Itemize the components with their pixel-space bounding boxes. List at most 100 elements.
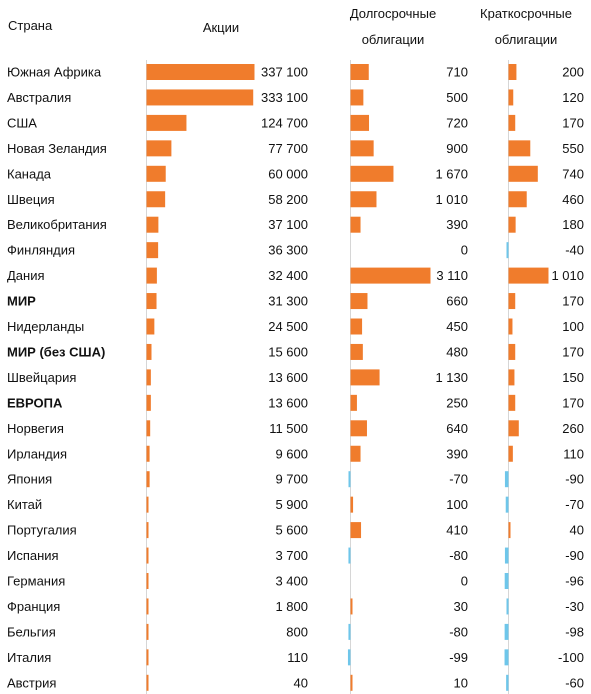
bar-long (350, 369, 380, 386)
country-label: Нидерланды (7, 319, 84, 334)
country-label: Китай (7, 497, 42, 512)
bar-stocks (146, 623, 149, 640)
value-label-long: 250 (446, 395, 468, 410)
value-label-stocks: 13 600 (268, 370, 308, 385)
bar-long (350, 522, 362, 539)
country-label: Бельгия (7, 624, 56, 639)
bar-short (504, 649, 509, 666)
bar-short (508, 64, 517, 80)
value-label-short: -60 (565, 675, 584, 690)
header-short-bonds-line1: Краткосрочные (480, 6, 572, 21)
bar-long (350, 191, 377, 208)
country-label: США (7, 115, 37, 130)
bar-short (506, 242, 509, 259)
value-label-stocks: 24 500 (268, 319, 308, 334)
country-label: Великобритания (7, 217, 107, 232)
header-short-bonds-line2: облигации (494, 32, 558, 47)
value-label-short: -96 (565, 574, 584, 589)
country-label: Южная Африка (7, 65, 102, 80)
value-label-short: -100 (558, 650, 584, 665)
value-label-stocks: 5 900 (275, 497, 308, 512)
bar-long (350, 293, 368, 310)
bar-short (508, 420, 519, 437)
header-stocks: Акции (202, 20, 240, 35)
value-label-long: -80 (449, 624, 468, 639)
bar-stocks (146, 89, 254, 106)
bar-stocks (146, 267, 157, 284)
bar-stocks (146, 649, 149, 666)
country-label: Швейцария (7, 370, 76, 385)
bar-stocks (146, 242, 159, 259)
value-label-stocks: 13 600 (268, 395, 308, 410)
bar-long (348, 547, 351, 564)
bar-long (350, 674, 353, 691)
bar-stocks (146, 216, 159, 233)
bar-long (350, 267, 431, 284)
value-label-stocks: 124 700 (261, 115, 308, 130)
bar-stocks (146, 191, 166, 208)
bar-stocks (146, 471, 150, 488)
bar-stocks (146, 318, 155, 335)
bar-short (506, 674, 509, 691)
country-label: Ирландия (7, 446, 67, 461)
country-label: Португалия (7, 523, 77, 538)
bar-long (350, 165, 394, 182)
country-label: Норвегия (7, 421, 64, 436)
value-label-stocks: 337 100 (261, 65, 308, 80)
value-label-stocks: 31 300 (268, 294, 308, 309)
value-label-stocks: 5 600 (275, 523, 308, 538)
bar-stocks (146, 114, 187, 131)
value-label-long: 390 (446, 217, 468, 232)
country-label: Новая Зеландия (7, 141, 107, 156)
value-label-stocks: 58 200 (268, 192, 308, 207)
bar-long (350, 445, 361, 462)
bar-short (508, 343, 516, 360)
value-label-long: -80 (449, 548, 468, 563)
value-label-short: 740 (562, 166, 584, 181)
bar-long (347, 649, 351, 666)
value-label-short: -98 (565, 624, 584, 639)
value-label-stocks: 36 300 (268, 243, 308, 258)
value-label-stocks: 11 500 (269, 421, 308, 436)
bar-stocks (146, 165, 166, 182)
bar-short (508, 318, 513, 335)
bar-short (508, 522, 511, 539)
bar-long (350, 394, 357, 411)
bar-long (350, 343, 363, 360)
country-label: Франция (7, 599, 60, 614)
value-label-stocks: 3 700 (275, 548, 308, 563)
bar-stocks (146, 420, 151, 437)
header-long-bonds-line1: Долгосрочные (349, 6, 437, 21)
bar-short (508, 369, 515, 386)
bar-short (505, 496, 509, 513)
value-label-long: 720 (446, 115, 468, 130)
value-label-long: 410 (446, 523, 468, 538)
bar-long (350, 420, 367, 437)
country-label: Австрия (7, 675, 56, 690)
bar-stocks (146, 140, 172, 157)
value-label-long: 390 (446, 446, 468, 461)
country-label: Австралия (7, 90, 71, 105)
value-label-stocks: 9 600 (275, 446, 308, 461)
value-label-stocks: 40 (294, 675, 308, 690)
value-label-long: 0 (461, 243, 468, 258)
value-label-long: 640 (446, 421, 468, 436)
value-label-long: 1 010 (435, 192, 468, 207)
country-label: МИР (7, 294, 36, 309)
value-label-short: -40 (565, 243, 584, 258)
country-label: Дания (7, 268, 45, 283)
country-label: Швеция (7, 192, 55, 207)
value-label-long: 660 (446, 294, 468, 309)
value-label-stocks: 37 100 (268, 217, 308, 232)
bar-short (508, 394, 516, 411)
country-label: Канада (7, 166, 52, 181)
value-label-stocks: 1 800 (275, 599, 308, 614)
value-label-short: -70 (565, 497, 584, 512)
value-label-short: 170 (562, 115, 584, 130)
value-label-short: 120 (562, 90, 584, 105)
value-label-short: 40 (570, 523, 584, 538)
bar-stocks (146, 369, 151, 386)
bar-short (508, 114, 516, 131)
value-label-short: 100 (562, 319, 584, 334)
value-label-stocks: 60 000 (268, 166, 308, 181)
